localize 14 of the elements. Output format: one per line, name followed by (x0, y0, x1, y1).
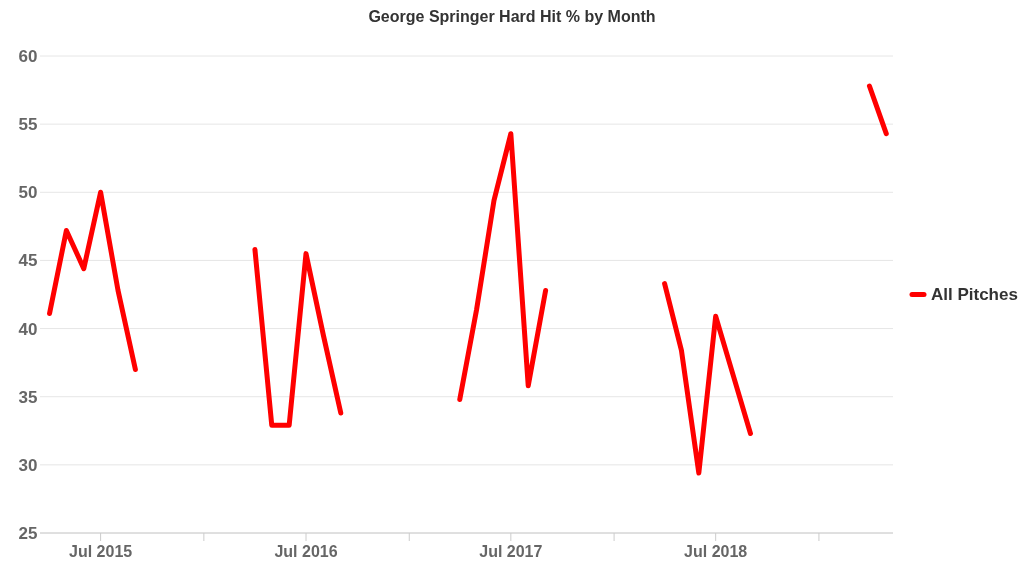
y-tick-label: 60 (18, 46, 38, 66)
y-tick-label: 40 (18, 319, 38, 339)
y-tick-label: 50 (18, 183, 38, 203)
x-tick-label: Jul 2018 (684, 543, 748, 560)
y-tick-label: 35 (18, 387, 38, 407)
y-tick-label: 55 (18, 115, 38, 135)
x-tick-label: Jul 2017 (479, 543, 543, 560)
x-tick-label: Jul 2016 (274, 543, 338, 560)
y-tick-label: 25 (18, 523, 38, 543)
y-tick-label: 45 (18, 251, 38, 271)
x-tick-label: Jul 2015 (69, 543, 133, 560)
legend-label: All Pitches (931, 285, 1018, 305)
y-tick-label: 30 (18, 455, 38, 475)
chart-title: George Springer Hard Hit % by Month (368, 8, 656, 25)
